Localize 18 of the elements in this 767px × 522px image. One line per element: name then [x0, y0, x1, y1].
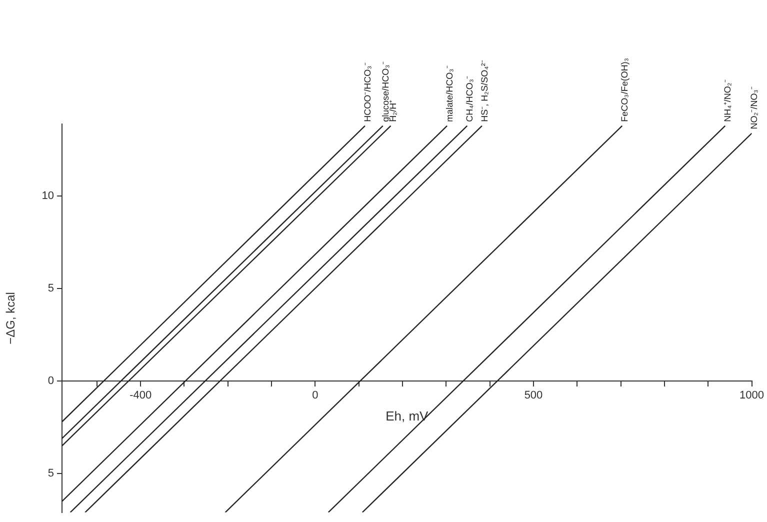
- y-axis-title: −ΔG, kcal: [4, 292, 18, 344]
- text: glucose/HCO₃⁻: [380, 62, 390, 122]
- x-tick-label: -400: [130, 390, 152, 402]
- text: FeCO₃/Fe(OH)₃: [620, 58, 630, 122]
- y-tick-label: 5: [48, 468, 54, 480]
- x-tick-label: 1000: [740, 390, 764, 402]
- text: HCOO⁻/HCO₃⁻: [362, 62, 372, 122]
- text: CH₄/HCO₃⁻: [464, 76, 475, 122]
- text: malate/HCO₃⁻: [444, 66, 455, 122]
- text: NO₂⁻/NO₃⁻: [749, 86, 760, 130]
- text: HS⁻, H₂S/SO₄²⁻: [479, 60, 490, 122]
- y-tick-label: 10: [42, 190, 54, 202]
- text: H₂/H⁺: [388, 100, 398, 122]
- y-tick-label: 5: [48, 282, 54, 295]
- text: NH₄⁺/NO₂⁻: [722, 80, 733, 122]
- x-tick-label: 500: [524, 390, 543, 402]
- y-tick-label: 0: [48, 375, 54, 388]
- x-tick-label: 0: [312, 390, 318, 402]
